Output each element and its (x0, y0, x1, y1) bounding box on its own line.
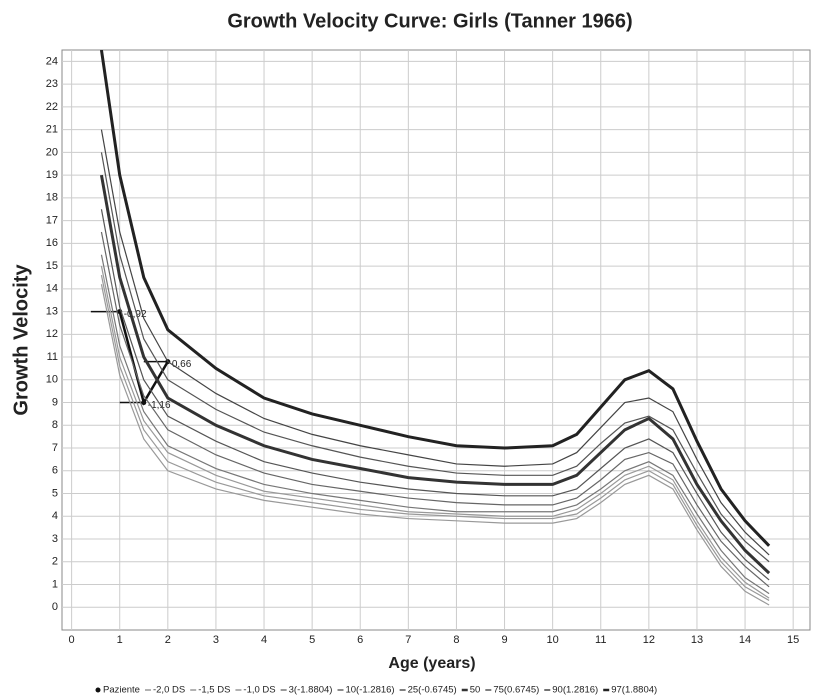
legend-label: 90(1.2816) (552, 685, 598, 696)
x-tick-label: 8 (453, 634, 459, 646)
x-tick-label: 4 (261, 634, 267, 646)
legend-label: Paziente (103, 685, 140, 696)
legend-label: -1,5 DS (198, 685, 230, 696)
x-tick-label: 2 (165, 634, 171, 646)
point-label: 0,66 (172, 359, 192, 370)
x-axis-label: Age (years) (388, 655, 475, 672)
legend-label: 75(0.6745) (493, 685, 539, 696)
y-tick-label: 1 (52, 578, 58, 590)
legend-label: -2,0 DS (153, 685, 185, 696)
y-tick-label: 12 (46, 328, 58, 340)
y-tick-label: 0 (52, 601, 58, 613)
x-tick-label: 10 (547, 634, 559, 646)
chart-title: Growth Velocity Curve: Girls (Tanner 196… (227, 10, 632, 32)
y-tick-label: 18 (46, 192, 58, 204)
y-tick-label: 20 (46, 146, 58, 158)
x-tick-label: 0 (69, 634, 75, 646)
legend-symbol (95, 687, 101, 693)
x-tick-label: 15 (787, 634, 799, 646)
series-line (100, 265, 770, 599)
y-tick-label: 16 (46, 237, 58, 249)
patient-point (141, 400, 147, 406)
series-line (100, 231, 770, 588)
y-axis-label: Growth Velocity (10, 264, 32, 416)
y-tick-label: 2 (52, 556, 58, 568)
y-tick-label: 4 (52, 510, 58, 522)
legend-label: 25(-0.6745) (408, 685, 457, 696)
y-tick-label: 24 (46, 55, 58, 67)
series-line (99, 50, 771, 547)
x-tick-label: 12 (643, 634, 655, 646)
series-line (100, 209, 770, 581)
series-line (100, 129, 770, 556)
series-line (100, 152, 770, 563)
series-line (99, 174, 771, 575)
y-tick-label: 5 (52, 487, 58, 499)
point-label: -0,92 (124, 309, 147, 320)
x-tick-label: 6 (357, 634, 363, 646)
y-tick-label: 8 (52, 419, 58, 431)
x-tick-label: 3 (213, 634, 219, 646)
y-tick-label: 9 (52, 396, 58, 408)
y-tick-label: 19 (46, 169, 58, 181)
y-tick-label: 7 (52, 442, 58, 454)
plot-frame (61, 49, 811, 631)
y-tick-label: 10 (46, 374, 58, 386)
y-tick-label: 22 (46, 101, 58, 113)
legend-label: -1,0 DS (243, 685, 275, 696)
y-tick-label: 21 (46, 124, 58, 136)
x-tick-label: 14 (739, 634, 751, 646)
y-tick-label: 6 (52, 465, 58, 477)
series-line (100, 254, 770, 595)
legend-label: 50 (470, 685, 481, 696)
x-tick-label: 5 (309, 634, 315, 646)
point-label: -1,16 (148, 400, 171, 411)
y-tick-label: 23 (46, 78, 58, 90)
y-tick-label: 14 (46, 283, 58, 295)
y-tick-label: 11 (47, 351, 58, 363)
x-tick-label: 9 (501, 634, 507, 646)
legend-label: 97(1.8804) (611, 685, 657, 696)
legend-label: 3(-1.8804) (289, 685, 333, 696)
x-tick-label: 11 (595, 634, 606, 646)
series-line (100, 284, 770, 606)
series-line (100, 275, 770, 601)
y-tick-label: 15 (46, 260, 58, 272)
y-tick-label: 3 (52, 533, 58, 545)
y-tick-label: 17 (46, 214, 58, 226)
x-tick-label: 1 (117, 634, 123, 646)
x-tick-label: 7 (405, 634, 411, 646)
x-tick-label: 13 (691, 634, 703, 646)
legend-label: 10(-1.2816) (345, 685, 394, 696)
y-tick-label: 13 (46, 305, 58, 317)
